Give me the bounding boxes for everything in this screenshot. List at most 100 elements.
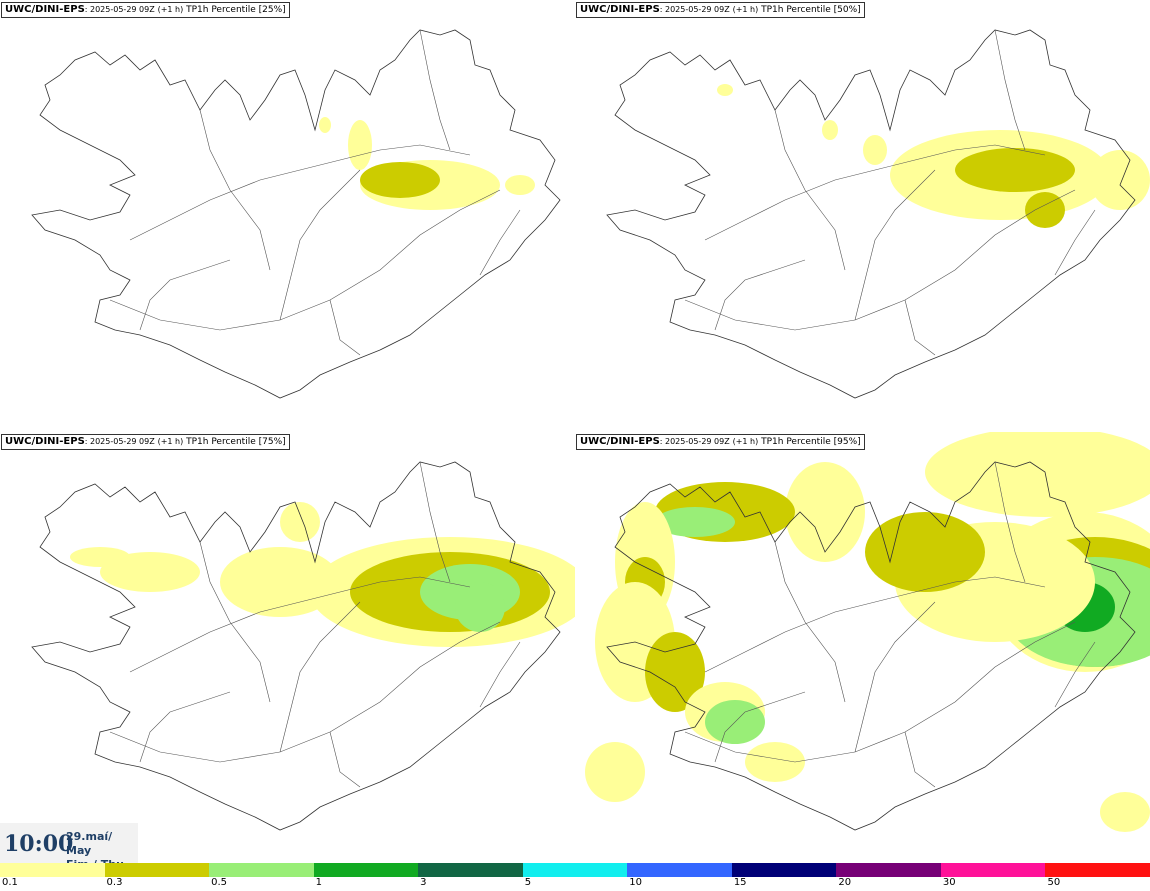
road-line — [704, 144, 1046, 241]
road-line — [199, 109, 271, 271]
model-name: UWC/DINI-EPS — [5, 436, 85, 447]
map-panel-4: UWC/DINI-EPS: 2025-05-29 09Z (+1 h) TP1h… — [575, 432, 1150, 862]
road-line — [479, 209, 521, 276]
iceland-map — [31, 461, 575, 831]
road-line — [279, 601, 361, 753]
percentile-label: [50%] — [833, 5, 861, 15]
legend-swatch — [522, 863, 628, 877]
lead-time: (+1 h) — [157, 437, 184, 446]
parameter-name: TP1h Percentile — [761, 5, 831, 15]
percentile-label: [95%] — [833, 437, 861, 447]
road-line — [419, 461, 451, 583]
road-line — [279, 169, 361, 321]
precip-area — [717, 84, 733, 96]
legend-swatch — [209, 863, 315, 877]
panel-title: UWC/DINI-EPS: 2025-05-29 09Z (+1 h) TP1h… — [1, 2, 290, 18]
road-line — [329, 731, 361, 788]
run-time: : 2025-05-29 09Z — [84, 5, 155, 14]
road-line — [139, 691, 231, 763]
legend-swatch — [731, 863, 837, 877]
lead-time: (+1 h) — [732, 5, 759, 14]
lead-time: (+1 h) — [732, 437, 759, 446]
model-name: UWC/DINI-EPS — [580, 436, 660, 447]
precip-area — [455, 582, 505, 632]
precip-area — [348, 120, 372, 170]
valid-time: 10:00 — [4, 831, 74, 857]
coastline — [31, 461, 561, 831]
parameter-name: TP1h Percentile — [761, 437, 831, 447]
precip-area — [925, 432, 1150, 517]
road-line — [774, 541, 846, 703]
road-line — [479, 641, 521, 708]
run-time: : 2025-05-29 09Z — [659, 437, 730, 446]
legend-swatch — [418, 863, 524, 877]
precip-area — [319, 117, 331, 133]
precip-area — [822, 120, 838, 140]
precip-area — [360, 162, 440, 198]
panel-title: UWC/DINI-EPS: 2025-05-29 09Z (+1 h) TP1h… — [1, 434, 290, 450]
legend-swatch — [104, 863, 210, 877]
iceland-map — [606, 29, 1150, 399]
precip-area — [1025, 192, 1065, 228]
model-name: UWC/DINI-EPS — [5, 4, 85, 15]
road-line — [329, 299, 361, 356]
precip-area — [955, 148, 1075, 192]
road-line — [774, 109, 846, 271]
road-line — [904, 731, 936, 788]
precip-area — [785, 462, 865, 562]
precip-area — [70, 547, 130, 567]
legend-tick-label: 5 — [524, 877, 532, 888]
road-line — [129, 144, 471, 241]
precip-area — [1100, 792, 1150, 832]
coastline — [606, 461, 1136, 831]
percentile-label: [75%] — [258, 437, 286, 447]
legend-tick-label: 0.1 — [2, 877, 18, 888]
panel-title: UWC/DINI-EPS: 2025-05-29 09Z (+1 h) TP1h… — [576, 2, 865, 18]
legend-tick-label: 0.5 — [211, 877, 227, 888]
legend-swatch — [940, 863, 1046, 877]
precip-area — [505, 175, 535, 195]
percentile-label: [25%] — [258, 5, 286, 15]
legend-tick-label: 50 — [1047, 877, 1061, 888]
legend-tick-label: 20 — [838, 877, 852, 888]
precip-area — [645, 632, 705, 712]
precip-area — [863, 135, 887, 165]
parameter-name: TP1h Percentile — [186, 5, 256, 15]
road-line — [1054, 641, 1096, 708]
legend-tick-label: 3 — [420, 877, 427, 888]
road-line — [714, 259, 806, 331]
road-line — [854, 169, 936, 321]
legend-swatch — [0, 863, 106, 877]
precip-legend: 0.1 0.3 0.5 1 3 5 10 15 20 30 50 — [0, 863, 1150, 891]
model-name: UWC/DINI-EPS — [580, 4, 660, 15]
precip-area — [220, 547, 340, 617]
precip-area — [280, 502, 320, 542]
legend-swatch — [313, 863, 419, 877]
run-time: : 2025-05-29 09Z — [84, 437, 155, 446]
road-line — [199, 541, 271, 703]
legend-swatch — [836, 863, 942, 877]
coastline — [606, 29, 1136, 399]
legend-tick-label: 15 — [733, 877, 747, 888]
run-time: : 2025-05-29 09Z — [659, 5, 730, 14]
legend-tick-label: 0.3 — [106, 877, 123, 888]
parameter-name: TP1h Percentile — [186, 437, 256, 447]
road-line — [994, 29, 1026, 151]
legend-tick-label: 30 — [942, 877, 956, 888]
panel-title: UWC/DINI-EPS: 2025-05-29 09Z (+1 h) TP1h… — [576, 434, 865, 450]
precip-area — [1090, 150, 1150, 210]
legend-tick-label: 1 — [315, 877, 322, 888]
road-line — [714, 691, 806, 763]
road-line — [139, 259, 231, 331]
legend-swatch — [627, 863, 733, 877]
road-line — [1054, 209, 1096, 276]
precip-area — [585, 742, 645, 802]
coastline — [31, 29, 561, 399]
legend-tick-label: 10 — [629, 877, 642, 888]
precip-area — [655, 507, 735, 537]
map-panel-1: UWC/DINI-EPS: 2025-05-29 09Z (+1 h) TP1h… — [0, 0, 575, 430]
valid-time-box: 10:00 29.maí/ May Fim./ Thu — [0, 823, 138, 871]
road-line — [129, 576, 471, 673]
road-line — [904, 299, 936, 356]
road-line — [419, 29, 451, 151]
